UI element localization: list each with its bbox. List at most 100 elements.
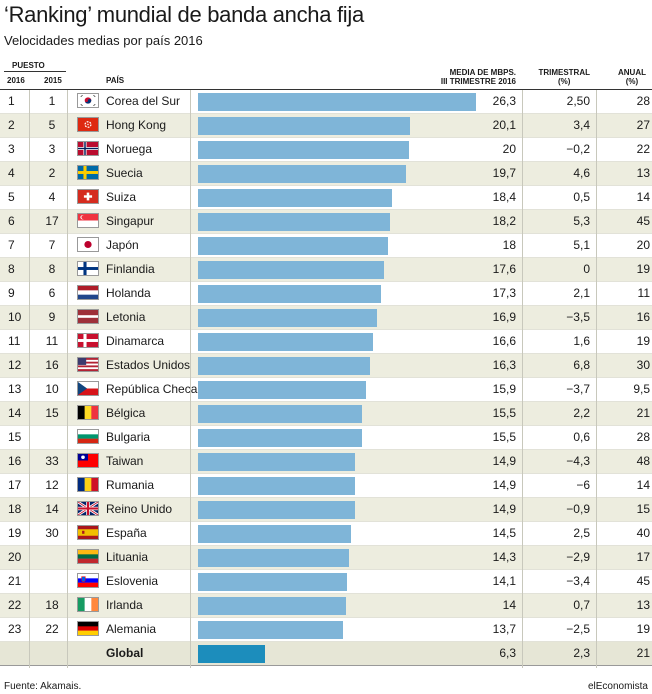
country-name: Bulgaria [106, 430, 151, 444]
annual-change: 13 [636, 166, 650, 180]
rank-2015: 17 [45, 214, 59, 228]
annual-change: 19 [636, 262, 650, 276]
speed-value: 14,1 [492, 574, 516, 588]
rank-2015: 5 [48, 118, 56, 132]
rank-2016: 2 [8, 118, 15, 132]
slovenia-flag-icon [77, 573, 99, 588]
country-name: Alemania [106, 622, 157, 636]
country-name: Rumania [106, 478, 155, 492]
quarterly-change: −0,2 [566, 142, 590, 156]
quarterly-change: 2,2 [573, 406, 590, 420]
column-divider [190, 90, 191, 668]
rank-2016: 16 [8, 454, 22, 468]
quarterly-change: 2,1 [573, 286, 590, 300]
romania-flag-icon [77, 477, 99, 492]
uk-flag-icon [77, 501, 99, 516]
column-divider [596, 90, 597, 668]
country-name: Reino Unido [106, 502, 173, 516]
quarterly-change: 3,4 [573, 118, 590, 132]
ireland-flag-icon [77, 597, 99, 612]
rank-2016: 4 [8, 166, 15, 180]
header-2016: 2016 [7, 76, 25, 85]
speed-value: 14,3 [492, 550, 516, 564]
speed-bar [198, 93, 476, 111]
speed-value: 16,6 [492, 334, 516, 348]
belgium-flag-icon [77, 405, 99, 420]
global-label: Global [106, 646, 144, 660]
rank-2015: 8 [48, 262, 56, 276]
annual-change: 14 [636, 190, 650, 204]
quarterly-change: 0,5 [573, 190, 590, 204]
country-name: Lituania [106, 550, 149, 564]
annual-change: 45 [636, 574, 650, 588]
global-annual-change: 21 [636, 646, 650, 660]
speed-value: 15,9 [492, 382, 516, 396]
country-name: Japón [106, 238, 139, 252]
singapore-flag-icon [77, 213, 99, 228]
table-row: 4 2 Suecia 19,7 4,6 13 [0, 162, 652, 186]
speed-value: 17,6 [492, 262, 516, 276]
header-trimestral-line1: TRIMESTRAL [538, 68, 590, 77]
rank-2016: 20 [8, 550, 22, 564]
rank-2016: 23 [8, 622, 22, 636]
annual-change: 27 [636, 118, 650, 132]
usa-flag-icon [77, 357, 99, 372]
speed-bar [198, 501, 356, 519]
column-divider [29, 90, 30, 668]
rank-2015: 3 [48, 142, 56, 156]
header-puesto: PUESTO [12, 61, 45, 70]
header-bottom-rule [0, 89, 652, 90]
rank-2016: 7 [8, 238, 15, 252]
header-trimestral: TRIMESTRAL (%) [538, 68, 590, 86]
annual-change: 11 [637, 286, 650, 300]
table-row: 12 16 Estados Unidos 16,3 6,8 30 [0, 354, 652, 378]
speed-value: 20 [502, 142, 516, 156]
quarterly-change: 0,6 [573, 430, 590, 444]
table-row: 19 30 España 14,5 2,5 40 [0, 522, 652, 546]
lithuania-flag-icon [77, 549, 99, 564]
table-row: 10 9 Letonia 16,9 −3,5 16 [0, 306, 652, 330]
rank-2015: 12 [45, 478, 59, 492]
annual-change: 19 [636, 334, 650, 348]
rank-2015: 10 [45, 382, 59, 396]
quarterly-change: 2,50 [566, 94, 590, 108]
country-name: Finlandia [106, 262, 155, 276]
speed-value: 15,5 [492, 430, 516, 444]
country-name: Letonia [106, 310, 146, 324]
speed-value: 18,4 [492, 190, 516, 204]
header-trimestral-line2: (%) [557, 77, 571, 86]
rank-2015: 18 [45, 598, 59, 612]
taiwan-flag-icon [77, 453, 99, 468]
speed-bar [198, 477, 356, 495]
rank-2015: 14 [45, 502, 59, 516]
header-puesto-underline [4, 71, 66, 72]
speed-bar [198, 237, 389, 255]
annual-change: 22 [636, 142, 650, 156]
quarterly-change: −6 [576, 478, 590, 492]
quarterly-change: −2,9 [566, 550, 590, 564]
table-row: 3 3 Noruega 20 −0,2 22 [0, 138, 652, 162]
header-media: MEDIA DE MBPS. III TRIMESTRE 2016 [441, 68, 516, 86]
speed-bar [198, 597, 346, 615]
rank-2015: 33 [45, 454, 59, 468]
rank-2015: 9 [48, 310, 56, 324]
quarterly-change: 6,8 [573, 358, 590, 372]
header-media-line2: III TRIMESTRE 2016 [440, 77, 516, 86]
speed-bar [198, 285, 381, 303]
column-divider [67, 90, 68, 668]
rank-2016: 21 [8, 574, 22, 588]
quarterly-change: −3,7 [566, 382, 590, 396]
country-name: Noruega [106, 142, 153, 156]
speed-value: 15,5 [492, 406, 516, 420]
netherlands-flag-icon [77, 285, 99, 300]
rank-2016: 18 [8, 502, 22, 516]
rank-2016: 5 [8, 190, 15, 204]
rank-2016: 17 [8, 478, 22, 492]
quarterly-change: 4,6 [573, 166, 590, 180]
quarterly-change: 0,7 [573, 598, 590, 612]
table-row: 5 4 Suiza 18,4 0,5 14 [0, 186, 652, 210]
country-name: Irlanda [106, 598, 143, 612]
table-row: 22 18 Irlanda 14 0,7 13 [0, 594, 652, 618]
rank-2016: 11 [8, 334, 21, 348]
table-row: 13 10 República Checa 15,9 −3,7 9,5 [0, 378, 652, 402]
